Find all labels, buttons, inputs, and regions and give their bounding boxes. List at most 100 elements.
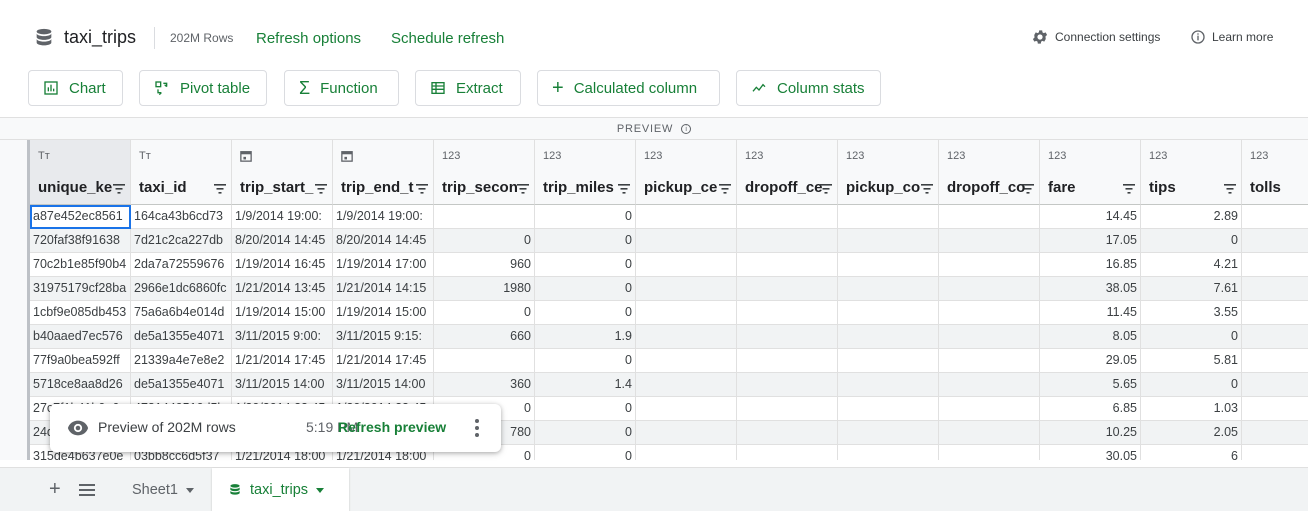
column-header[interactable]: 123 trip_secon <box>434 140 535 205</box>
table-cell[interactable]: 1/19/2014 15:00 <box>232 301 333 325</box>
column-header[interactable]: trip_start_ <box>232 140 333 205</box>
filter-icon[interactable] <box>315 181 327 194</box>
table-cell[interactable]: 1/21/2014 17:45 <box>232 349 333 373</box>
table-cell[interactable]: 0 <box>535 349 636 373</box>
extract-button[interactable]: Extract <box>415 70 521 106</box>
table-cell[interactable] <box>838 253 939 277</box>
table-cell[interactable] <box>737 373 838 397</box>
table-cell[interactable] <box>939 277 1040 301</box>
table-cell[interactable] <box>737 445 838 460</box>
table-cell[interactable]: 660 <box>434 325 535 349</box>
table-cell[interactable] <box>939 205 1040 229</box>
table-cell[interactable]: 0 <box>535 421 636 445</box>
table-cell[interactable]: 03bb8cc6d5f37 <box>131 445 232 460</box>
table-cell[interactable] <box>737 421 838 445</box>
table-cell[interactable] <box>1242 349 1308 373</box>
filter-icon[interactable] <box>1022 181 1034 194</box>
table-cell[interactable] <box>838 205 939 229</box>
pivot-table-button[interactable]: Pivot table <box>139 70 267 106</box>
table-cell[interactable]: 1/19/2014 16:45 <box>232 253 333 277</box>
table-cell[interactable] <box>838 445 939 460</box>
table-cell[interactable] <box>838 301 939 325</box>
table-cell[interactable]: 0 <box>434 229 535 253</box>
filter-icon[interactable] <box>1123 181 1135 194</box>
column-header[interactable]: 123 tips <box>1141 140 1242 205</box>
info-icon[interactable]: i <box>681 124 692 135</box>
table-cell[interactable] <box>636 253 737 277</box>
table-cell[interactable]: 0 <box>434 301 535 325</box>
table-cell[interactable] <box>737 301 838 325</box>
filter-icon[interactable] <box>113 181 125 194</box>
table-cell[interactable]: 1/21/2014 14:15 <box>333 277 434 301</box>
table-cell[interactable] <box>838 349 939 373</box>
table-cell[interactable]: 1.9 <box>535 325 636 349</box>
table-cell[interactable] <box>737 349 838 373</box>
table-cell[interactable]: 1/21/2014 17:45 <box>333 349 434 373</box>
table-cell[interactable] <box>1242 301 1308 325</box>
table-cell[interactable]: 0 <box>535 229 636 253</box>
table-cell[interactable]: 2.05 <box>1141 421 1242 445</box>
table-cell[interactable]: 4.21 <box>1141 253 1242 277</box>
table-cell[interactable]: 5.81 <box>1141 349 1242 373</box>
table-cell[interactable]: 315de4b637e0e <box>30 445 131 460</box>
table-cell[interactable]: 17.05 <box>1040 229 1141 253</box>
filter-icon[interactable] <box>416 181 428 194</box>
table-cell[interactable]: 75a6a6b4e014d <box>131 301 232 325</box>
table-cell[interactable]: 1cbf9e085db453 <box>30 301 131 325</box>
table-cell[interactable]: 5718ce8aa8d26 <box>30 373 131 397</box>
table-cell[interactable] <box>838 421 939 445</box>
column-header[interactable]: 123 dropoff_co <box>939 140 1040 205</box>
table-cell[interactable]: 14.45 <box>1040 205 1141 229</box>
table-cell[interactable]: 1.03 <box>1141 397 1242 421</box>
table-cell[interactable]: 0 <box>1141 373 1242 397</box>
table-cell[interactable]: a87e452ec8561 <box>30 205 131 229</box>
table-cell[interactable] <box>939 421 1040 445</box>
table-cell[interactable] <box>1242 373 1308 397</box>
more-options-icon[interactable] <box>474 418 480 438</box>
table-cell[interactable] <box>636 349 737 373</box>
table-cell[interactable] <box>636 229 737 253</box>
table-cell[interactable]: 1/21/2014 18:00 <box>333 445 434 460</box>
table-cell[interactable]: 3/11/2015 14:00 <box>333 373 434 397</box>
table-cell[interactable] <box>838 325 939 349</box>
learn-more-button[interactable]: Learn more <box>1190 29 1273 45</box>
table-cell[interactable] <box>636 277 737 301</box>
table-cell[interactable]: de5a1355e4071 <box>131 325 232 349</box>
table-cell[interactable]: b40aaed7ec576 <box>30 325 131 349</box>
table-cell[interactable]: 6.85 <box>1040 397 1141 421</box>
table-cell[interactable]: 2.89 <box>1141 205 1242 229</box>
table-cell[interactable] <box>1242 277 1308 301</box>
schedule-refresh-button[interactable]: Schedule refresh <box>391 30 505 47</box>
table-cell[interactable] <box>939 325 1040 349</box>
calculated-column-button[interactable]: + Calculated column <box>537 70 720 106</box>
table-cell[interactable]: 0 <box>535 205 636 229</box>
filter-icon[interactable] <box>921 181 933 194</box>
column-header[interactable]: 123 fare <box>1040 140 1141 205</box>
table-cell[interactable]: 1/21/2014 13:45 <box>232 277 333 301</box>
table-cell[interactable] <box>1242 253 1308 277</box>
table-cell[interactable]: 7d21c2ca227db <box>131 229 232 253</box>
column-header[interactable]: 123 pickup_ce <box>636 140 737 205</box>
table-cell[interactable]: 1/19/2014 15:00 <box>333 301 434 325</box>
table-cell[interactable]: 1/9/2014 19:00: <box>232 205 333 229</box>
chart-button[interactable]: Chart <box>28 70 123 106</box>
table-cell[interactable]: 11.45 <box>1040 301 1141 325</box>
table-cell[interactable] <box>939 445 1040 460</box>
table-cell[interactable]: 3/11/2015 14:00 <box>232 373 333 397</box>
table-cell[interactable] <box>737 397 838 421</box>
table-cell[interactable] <box>737 277 838 301</box>
table-cell[interactable]: 77f9a0bea592ff <box>30 349 131 373</box>
table-cell[interactable] <box>1242 445 1308 460</box>
filter-icon[interactable] <box>214 181 226 194</box>
table-cell[interactable]: 38.05 <box>1040 277 1141 301</box>
table-cell[interactable]: 0 <box>535 253 636 277</box>
table-cell[interactable]: 3.55 <box>1141 301 1242 325</box>
table-cell[interactable] <box>1242 397 1308 421</box>
table-cell[interactable] <box>939 229 1040 253</box>
table-cell[interactable] <box>939 349 1040 373</box>
table-cell[interactable]: 0 <box>434 445 535 460</box>
table-cell[interactable] <box>838 229 939 253</box>
table-cell[interactable]: 0 <box>535 301 636 325</box>
table-cell[interactable]: 16.85 <box>1040 253 1141 277</box>
table-cell[interactable]: 0 <box>1141 229 1242 253</box>
